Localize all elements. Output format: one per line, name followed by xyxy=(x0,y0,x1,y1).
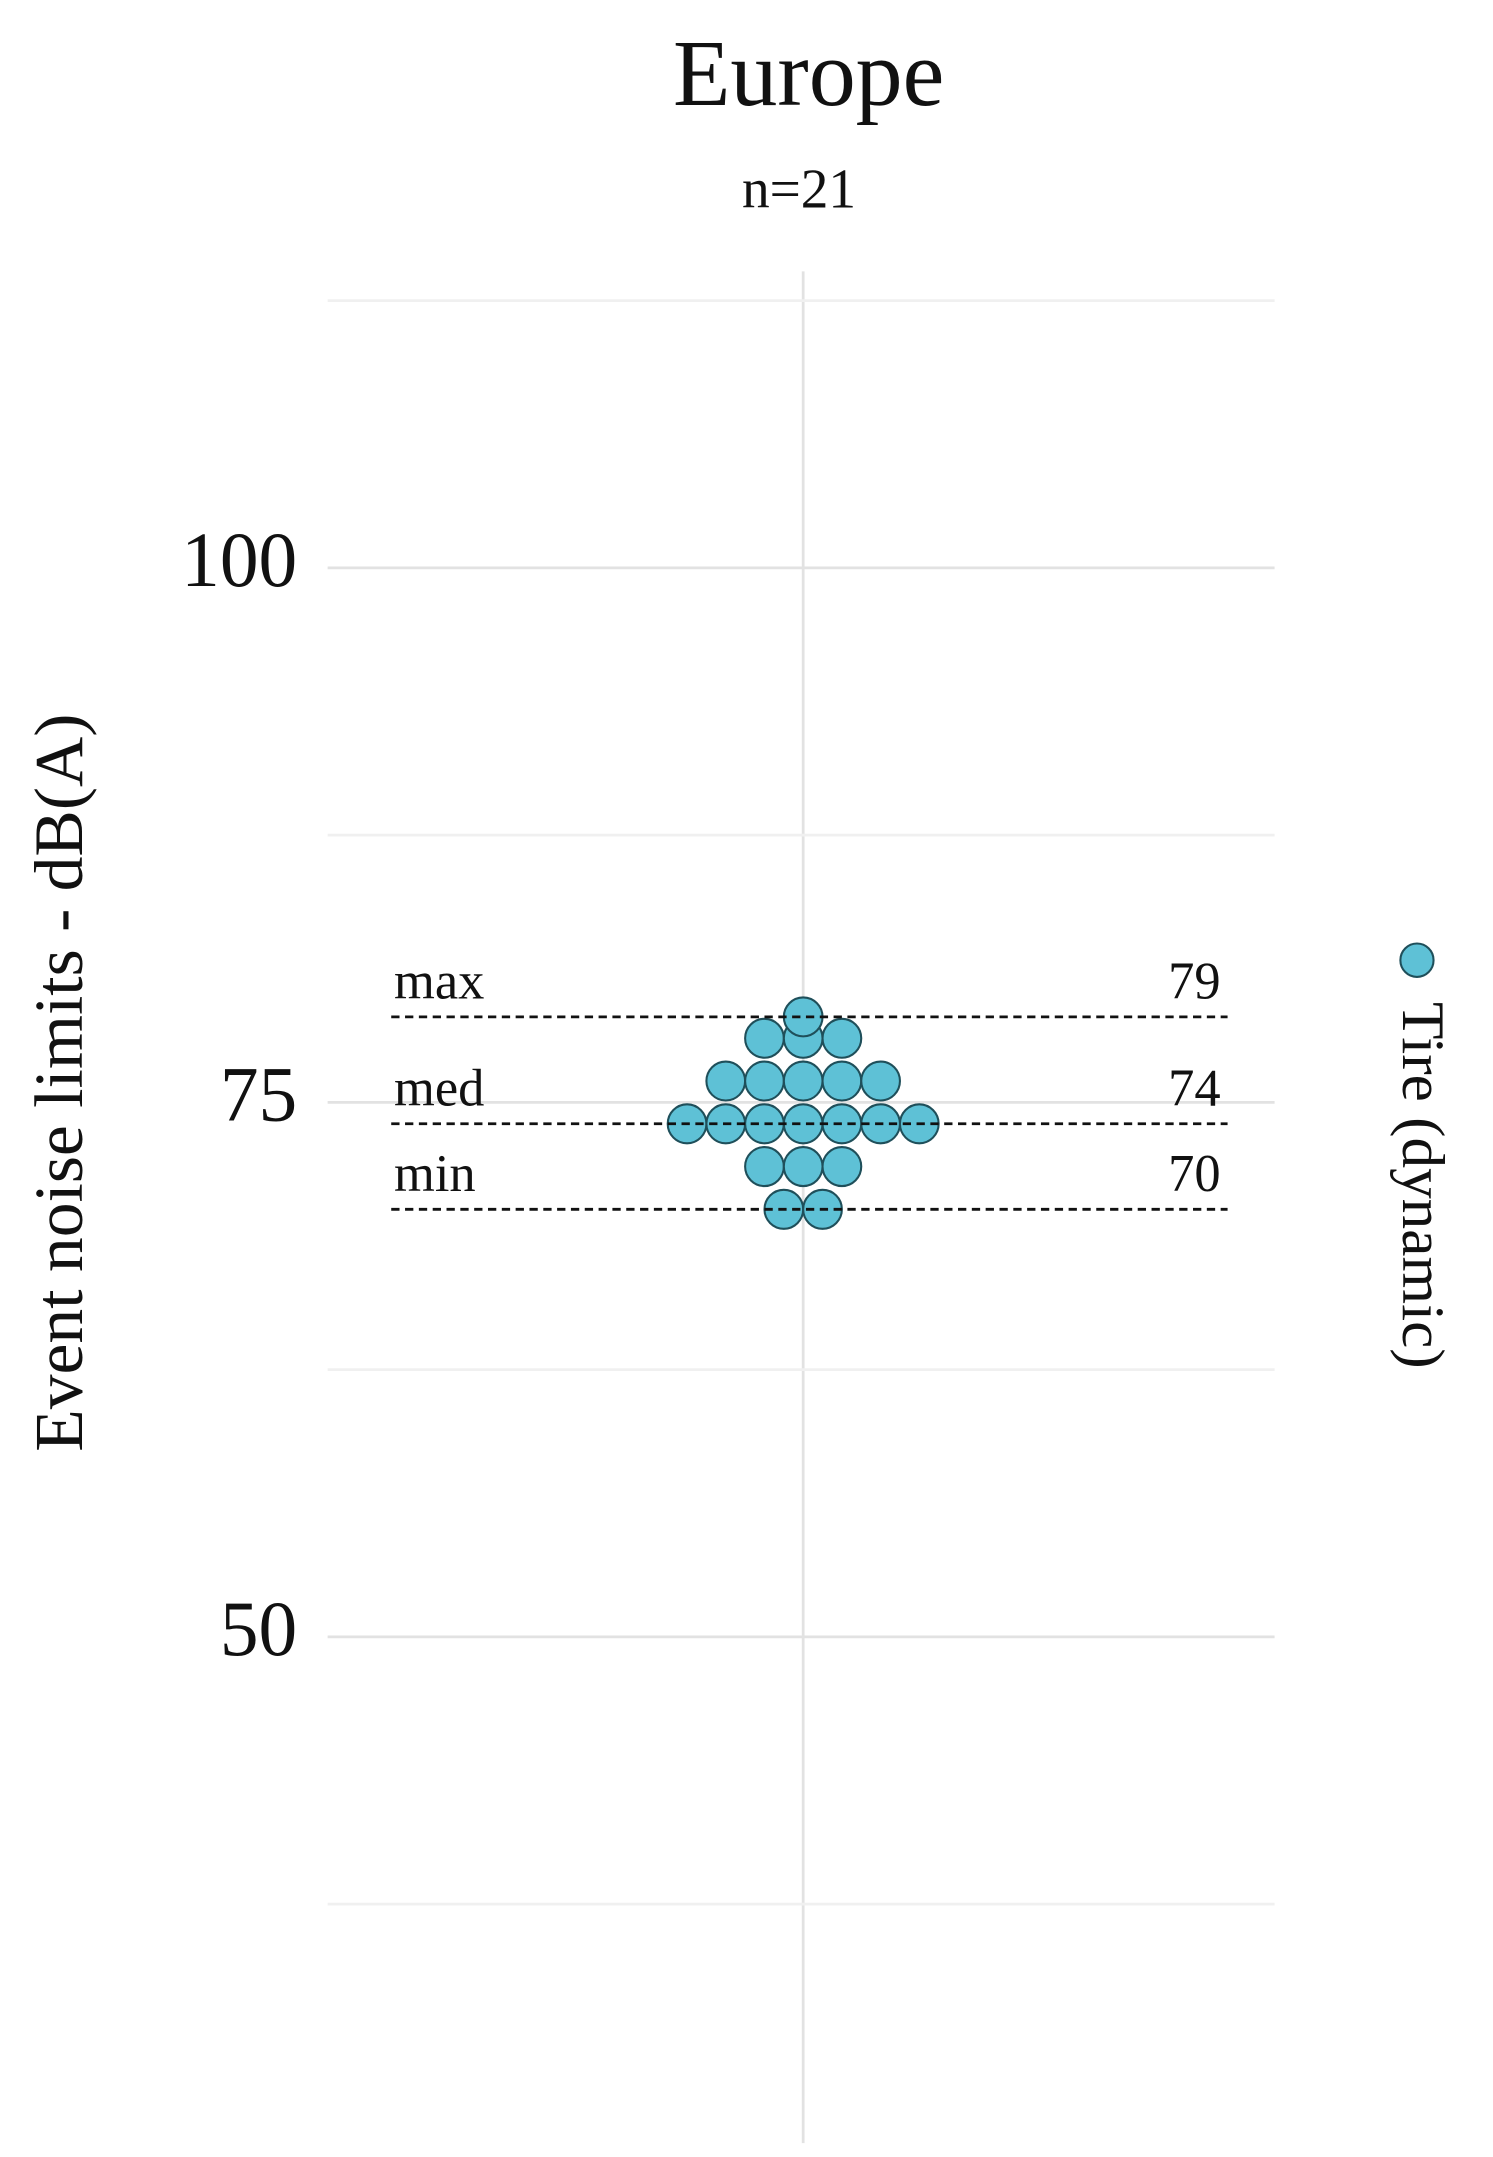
y-tick-label: 50 xyxy=(220,1586,297,1672)
dot xyxy=(860,1060,901,1102)
dot xyxy=(821,1146,863,1188)
dot xyxy=(744,1060,785,1102)
dot xyxy=(744,1146,785,1188)
dot xyxy=(705,1060,747,1102)
y-tick-label: 100 xyxy=(181,517,297,603)
reference-value: 74 xyxy=(1168,1059,1221,1117)
reference-value: 79 xyxy=(1168,952,1221,1010)
legend-marker xyxy=(1399,942,1435,978)
y-tick-label: 75 xyxy=(220,1051,297,1137)
legend-label: Tire (dynamic) xyxy=(1389,1002,1456,1369)
dot xyxy=(821,1060,863,1102)
y-axis-label: Event noise limits - dB(A) xyxy=(21,714,98,1452)
dot xyxy=(744,1017,785,1059)
reference-label: med xyxy=(394,1059,484,1117)
reference-label: min xyxy=(394,1145,476,1203)
chart-title: Europe xyxy=(673,22,944,126)
dot xyxy=(821,1017,863,1059)
reference-label: max xyxy=(394,952,484,1010)
dot xyxy=(782,1060,824,1102)
dot xyxy=(782,1103,824,1145)
chart-subtitle: n=21 xyxy=(742,159,856,220)
reference-value: 70 xyxy=(1168,1145,1221,1203)
dot xyxy=(782,996,824,1038)
dot xyxy=(782,1146,824,1188)
